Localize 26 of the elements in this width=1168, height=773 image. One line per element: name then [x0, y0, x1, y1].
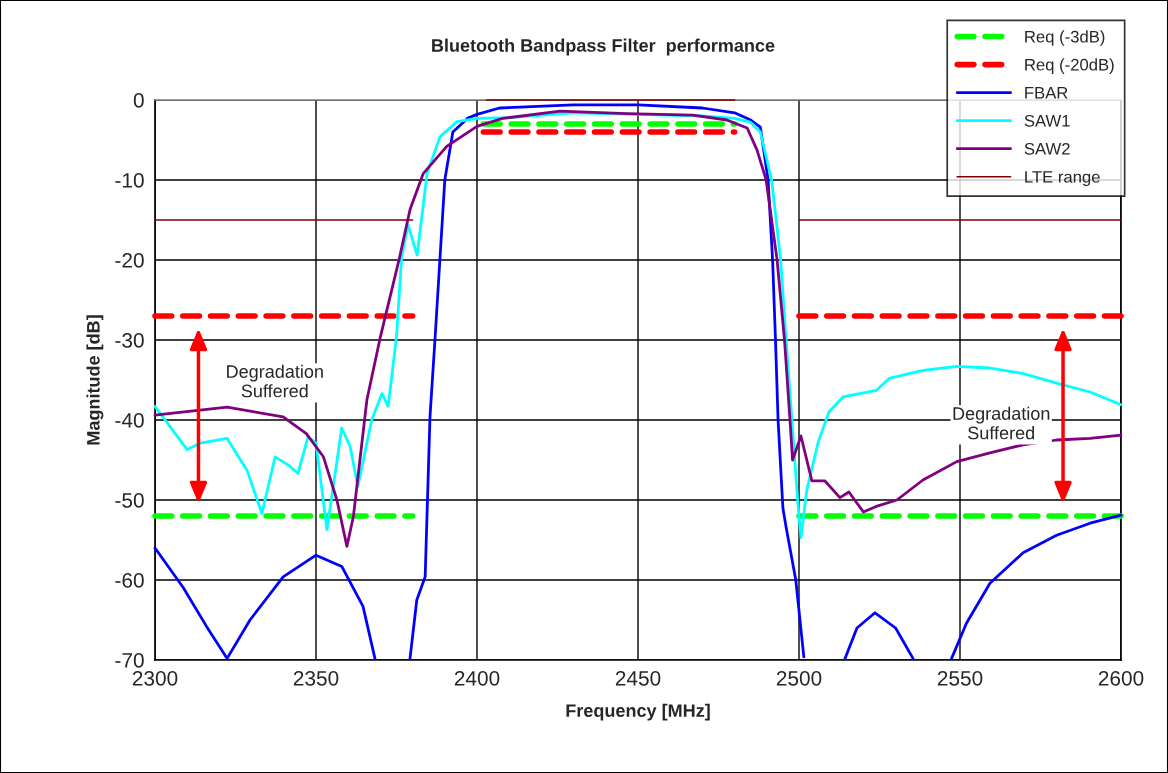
- legend-label: SAW1: [1024, 114, 1070, 127]
- x-tick-label: 2350: [293, 670, 339, 686]
- legend-label: Req (-20dB): [1025, 58, 1114, 74]
- legend-label: FBAR: [1025, 87, 1068, 99]
- annotation: Degradation Suffered: [227, 364, 323, 398]
- annotation: Degradation Suffered: [953, 406, 1050, 440]
- legend-label: Req (-3dB): [1025, 30, 1105, 46]
- x-tick-label: 2300: [132, 670, 178, 686]
- y-tick-label: -40: [115, 413, 144, 428]
- x-tick-label: 2600: [1098, 670, 1144, 686]
- legend-label: LTE range: [1025, 171, 1100, 187]
- y-axis-title: Magnitude [dB]: [86, 315, 104, 445]
- y-tick-label: -50: [115, 493, 144, 508]
- y-tick-label: 0: [133, 93, 144, 108]
- y-tick-label: -30: [115, 333, 144, 348]
- legend-label: SAW2: [1024, 142, 1070, 155]
- x-tick-label: 2450: [615, 670, 661, 686]
- x-axis-title: Frequency [MHz]: [566, 703, 710, 721]
- x-tick-label: 2400: [454, 670, 500, 686]
- y-tick-label: -70: [115, 653, 144, 668]
- chart-title: Bluetooth Bandpass Filter performance: [432, 38, 775, 56]
- y-tick-label: -10: [115, 173, 144, 188]
- y-tick-label: -60: [115, 573, 144, 588]
- x-tick-label: 2500: [776, 670, 822, 686]
- y-tick-label: -20: [115, 253, 144, 268]
- x-tick-label: 2550: [937, 670, 983, 686]
